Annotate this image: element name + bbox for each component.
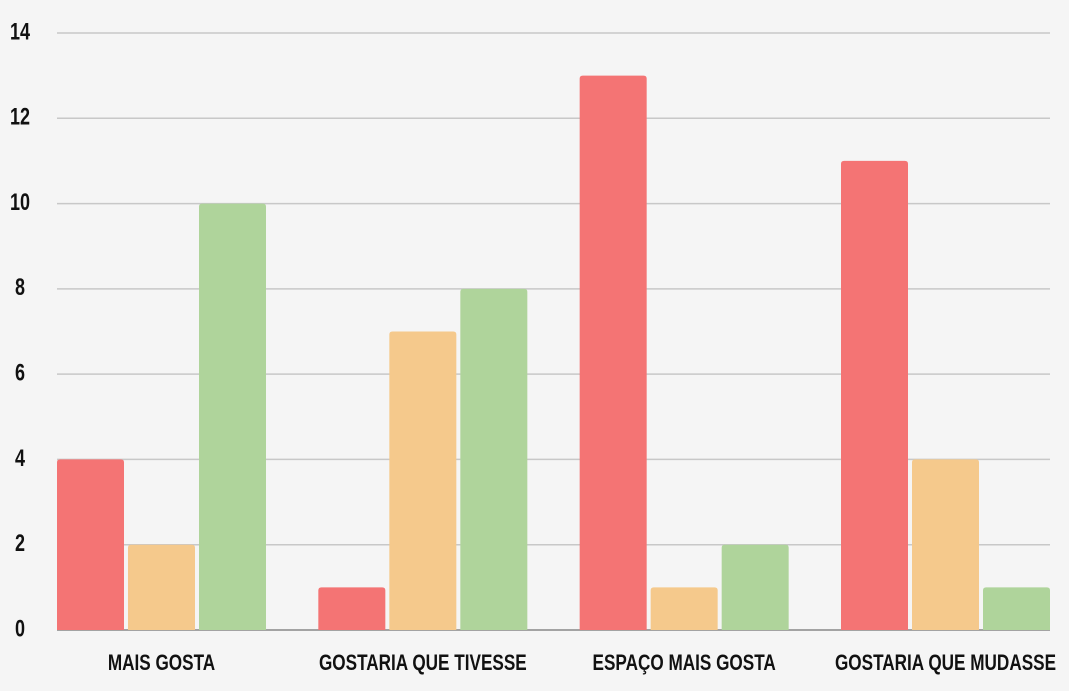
x-tick-label: GOSTARIA QUE MUDASSE [835, 651, 1056, 676]
bar [389, 331, 457, 630]
bar [579, 75, 647, 630]
bar [199, 203, 266, 631]
bar [721, 544, 789, 630]
y-tick-label: 0 [15, 616, 25, 642]
x-tick-label: GOSTARIA QUE TIVESSE [319, 651, 527, 676]
y-tick-label: 12 [10, 104, 30, 130]
x-tick-label: MAIS GOSTA [108, 651, 215, 676]
y-tick-label: 8 [15, 275, 25, 301]
bar [128, 544, 195, 630]
x-tick-label: ESPAÇO MAIS GOSTA [593, 651, 776, 676]
bar [841, 160, 908, 630]
bar [650, 587, 718, 630]
y-tick-label: 14 [10, 19, 30, 45]
y-tick-label: 10 [10, 190, 30, 216]
bar [318, 587, 386, 630]
y-tick-label: 2 [15, 531, 25, 557]
bar [460, 288, 528, 630]
y-tick-label: 6 [15, 360, 25, 386]
bar [57, 459, 124, 630]
y-tick-label: 4 [15, 445, 25, 471]
bar [983, 587, 1050, 630]
bar [912, 459, 979, 630]
